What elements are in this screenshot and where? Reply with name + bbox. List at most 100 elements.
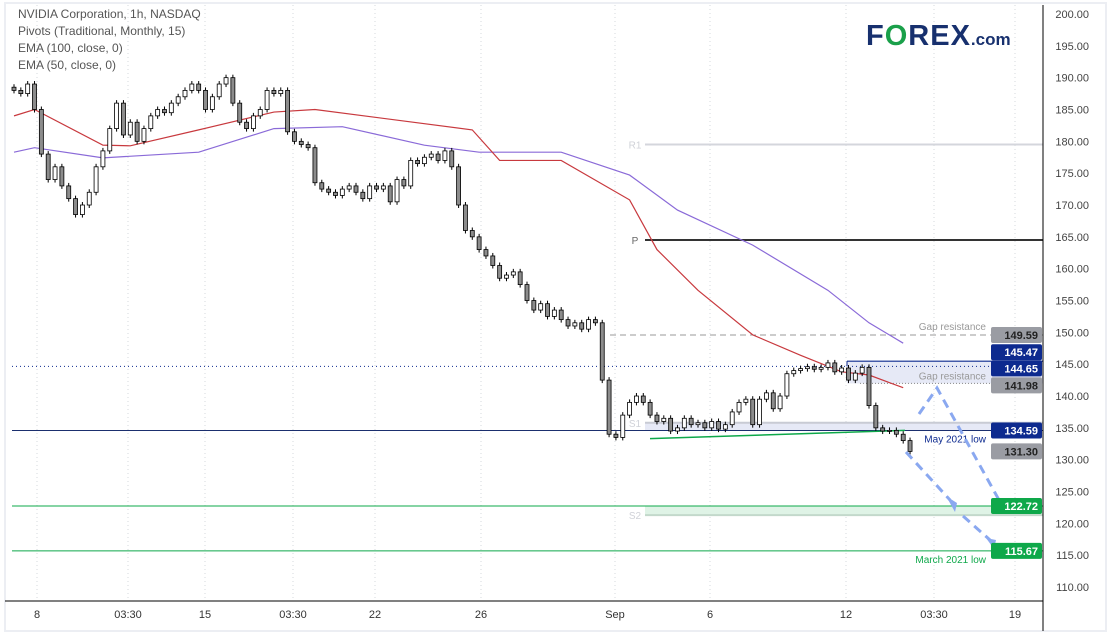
price-tick-label: 120.00	[1055, 518, 1089, 530]
price-tag: 145.47	[1004, 347, 1038, 359]
time-tick-label: 03:30	[920, 609, 948, 621]
candle	[230, 77, 236, 104]
candle	[394, 179, 400, 203]
s1-zone	[645, 422, 1043, 431]
price-tick-label: 140.00	[1055, 391, 1089, 403]
candle	[312, 147, 318, 184]
symbol-title[interactable]: NVIDIA Corporation, 1h, NASDAQ	[18, 7, 201, 21]
candle	[374, 185, 379, 190]
candle	[421, 156, 427, 165]
level-label: Gap resistance	[919, 322, 987, 333]
projection-arrows	[904, 385, 1001, 542]
candle	[764, 392, 769, 400]
candle	[599, 322, 605, 381]
candle	[743, 398, 749, 403]
ema100-indicator-label[interactable]: EMA (100, close, 0)	[18, 41, 123, 55]
candle	[784, 373, 790, 397]
time-tick-label: 6	[707, 609, 713, 621]
candle	[162, 109, 167, 114]
level-label: May 2021 low	[924, 434, 986, 445]
candle	[510, 271, 516, 276]
candle	[203, 90, 208, 110]
time-tick-label: Sep	[605, 609, 625, 621]
time-axis[interactable]: 8 03:30 15 03:30 22 26 Sep 6 12 03:30 19	[34, 609, 1021, 621]
candle	[900, 433, 906, 441]
candle	[278, 90, 284, 94]
candle	[463, 204, 468, 231]
candle	[237, 102, 243, 123]
price-tick-label: 180.00	[1055, 136, 1089, 148]
candle	[121, 102, 126, 136]
pivot-label: S1	[629, 419, 642, 430]
candle	[668, 417, 674, 432]
price-tick-label: 115.00	[1056, 550, 1089, 562]
candle	[189, 83, 195, 91]
candle	[476, 236, 482, 250]
ema-lines	[13, 108, 904, 389]
candle	[709, 421, 715, 429]
candle	[196, 83, 202, 91]
candle	[326, 188, 332, 193]
candle	[750, 398, 756, 426]
candle	[264, 90, 270, 110]
pivots-indicator-label[interactable]: Pivots (Traditional, Monthly, 15)	[18, 24, 186, 38]
candle	[216, 83, 222, 98]
price-tick-label: 175.00	[1055, 168, 1089, 180]
candle	[428, 153, 434, 158]
candle	[380, 185, 386, 190]
candle	[640, 395, 646, 403]
support-trendline	[649, 429, 906, 440]
price-tag: 134.59	[1004, 425, 1038, 437]
candle	[134, 121, 140, 142]
candle	[887, 430, 892, 432]
candle	[73, 198, 78, 215]
candle	[531, 300, 537, 311]
price-tick-label: 125.00	[1055, 487, 1089, 499]
candle	[805, 366, 810, 370]
candle	[93, 166, 99, 193]
candle	[839, 367, 845, 373]
candle	[155, 109, 161, 117]
candle	[367, 185, 373, 200]
candle	[114, 102, 119, 130]
price-tag: 131.30	[1004, 446, 1038, 458]
price-tag: 122.72	[1004, 501, 1038, 513]
candle	[45, 153, 51, 180]
candle	[182, 90, 188, 98]
candle	[627, 401, 632, 416]
candle	[880, 427, 886, 432]
candle	[490, 255, 496, 266]
ema50-indicator-label[interactable]: EMA (50, close, 0)	[18, 58, 117, 72]
candle	[777, 395, 783, 410]
candle	[572, 322, 578, 327]
price-tick-label: 190.00	[1055, 73, 1089, 85]
candle	[702, 422, 708, 429]
candle	[346, 185, 352, 190]
candle	[620, 414, 626, 438]
candle	[483, 249, 489, 257]
candle	[675, 427, 680, 432]
pivot-label: R1	[629, 141, 642, 152]
price-tick-label: 165.00	[1055, 232, 1089, 244]
price-tag-bg	[991, 344, 1042, 361]
candle	[319, 182, 325, 190]
price-tag: 115.67	[1005, 546, 1038, 558]
price-axis[interactable]: 200.00 195.00 190.00 185.00 180.00 175.00 170.…	[1055, 9, 1089, 594]
s2-zone	[645, 506, 1043, 516]
level-label: March 2021 low	[915, 555, 986, 566]
chart-legend: NVIDIA Corporation, 1h, NASDAQ Pivots (T…	[18, 6, 201, 74]
candle	[298, 140, 304, 145]
candle	[859, 366, 865, 374]
price-tag: 141.98	[1004, 380, 1038, 392]
price-tag-bg	[991, 326, 1042, 343]
time-tick-label: 8	[34, 609, 40, 621]
candle	[257, 109, 263, 117]
price-tags: 149.59 145.47 144.65 141.98 134.59 131.30 122.…	[991, 326, 1042, 559]
candle	[654, 414, 660, 422]
candle	[333, 191, 338, 196]
candle	[893, 430, 899, 435]
candle	[681, 417, 687, 429]
